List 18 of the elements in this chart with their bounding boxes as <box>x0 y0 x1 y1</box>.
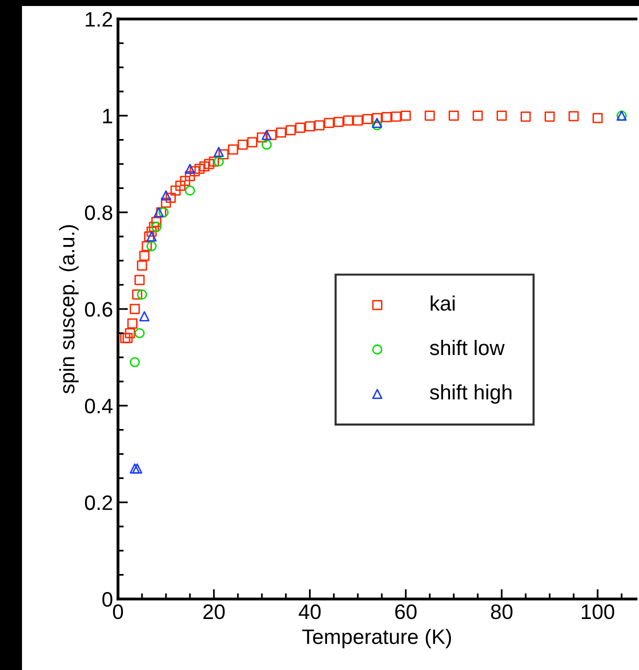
y-tick-label: 0.6 <box>84 302 112 317</box>
legend-label: kai <box>430 295 455 311</box>
x-axis-title: Temperature (K) <box>302 628 451 648</box>
x-tick-label: 100 <box>582 604 614 620</box>
x-tick-label: 0 <box>113 604 123 620</box>
y-axis-title: spin suscep. (a.u.) <box>59 225 79 394</box>
x-tick-label: 80 <box>491 604 512 620</box>
y-tick-label: 0.4 <box>84 398 113 414</box>
y-tick-label: 1 <box>103 108 112 124</box>
x-tick-label: 40 <box>298 604 321 620</box>
legend-label: shift low <box>430 340 505 356</box>
y-tick-label: 1.2 <box>86 12 112 27</box>
y-tick-label: 0.8 <box>84 205 112 220</box>
x-tick-label: 20 <box>203 604 225 620</box>
legend-label: shift high <box>430 384 512 404</box>
x-tick-label: 60 <box>395 604 417 620</box>
y-tick-label: 0 <box>102 592 112 607</box>
y-tick-label: 0.2 <box>84 495 112 510</box>
